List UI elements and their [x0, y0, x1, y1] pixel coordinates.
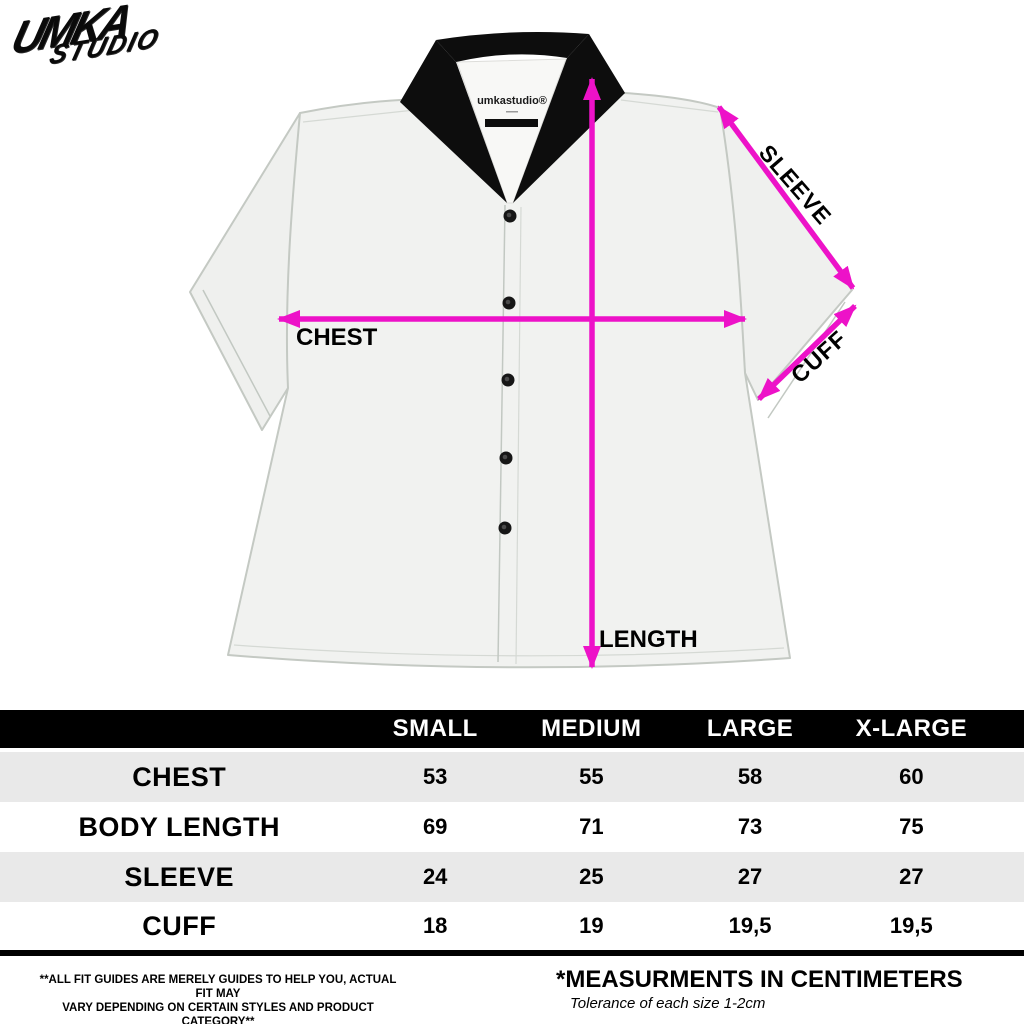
header-large: LARGE	[706, 715, 794, 742]
cell-value: 60	[899, 764, 924, 789]
length-measure-label: LENGTH	[599, 626, 698, 653]
cell-value: 55	[579, 764, 604, 789]
neck-tag-small-print	[506, 111, 518, 113]
collar	[400, 32, 625, 203]
footer-divider-line	[0, 950, 1024, 956]
cell-value: 75	[899, 814, 924, 839]
cell-value: 58	[737, 764, 763, 789]
units-note: *MEASURMENTS IN CENTIMETERS Tolerance of…	[556, 966, 963, 1012]
size-table-header: SMALL MEDIUM LARGE X-LARGE	[0, 710, 1024, 748]
table-row-chest: CHEST 53 55 58 60	[0, 752, 1024, 802]
left-sleeve	[189, 112, 301, 431]
cell-value: 71	[579, 814, 604, 839]
cell-value: 25	[579, 864, 604, 889]
header-medium: MEDIUM	[541, 715, 642, 742]
row-label: BODY LENGTH	[78, 811, 280, 842]
row-label: CUFF	[142, 910, 217, 941]
buttons	[498, 209, 517, 535]
fit-guide-note-line2: VARY DEPENDING ON CERTAIN STYLES AND PRO…	[62, 1002, 374, 1024]
placket	[497, 204, 522, 665]
table-row-sleeve: SLEEVE 24 25 27 27	[0, 852, 1024, 902]
cell-value: 69	[422, 814, 448, 839]
sleeve-arrow	[716, 105, 856, 290]
chest-measure-label: CHEST	[296, 324, 378, 351]
cell-value: 53	[422, 764, 448, 789]
cell-value: 24	[422, 864, 448, 889]
row-label: SLEEVE	[124, 861, 234, 892]
cell-value: 27	[899, 864, 924, 889]
size-table: SMALL MEDIUM LARGE X-LARGE CHEST 53 55 5…	[0, 710, 1024, 950]
header-small: SMALL	[392, 715, 478, 742]
cell-value: 19,5	[889, 913, 933, 938]
cell-value: 27	[737, 864, 763, 889]
units-note-title: *MEASURMENTS IN CENTIMETERS	[556, 966, 963, 993]
cell-value: 73	[737, 814, 763, 839]
fit-guide-note: **ALL FIT GUIDES ARE MERELY GUIDES TO HE…	[38, 973, 398, 1024]
header-xlarge: X-LARGE	[855, 715, 968, 742]
cuff-arrow	[757, 304, 857, 401]
cell-value: 19,5	[728, 913, 772, 938]
units-note-subtitle: Tolerance of each size 1-2cm	[570, 995, 766, 1012]
table-row-body-length: BODY LENGTH 69 71 73 75	[0, 802, 1024, 852]
shirt-measurement-diagram: umkastudio®	[189, 32, 857, 669]
table-row-cuff: CUFF 18 19 19,5 19,5	[0, 902, 1024, 950]
cell-value: 18	[422, 913, 448, 938]
cell-value: 19	[579, 913, 604, 938]
neck-inner-panel: umkastudio®	[456, 58, 567, 204]
row-label: CHEST	[132, 761, 227, 792]
neck-tag-bar	[485, 119, 538, 127]
neck-tag-brand: umkastudio®	[477, 95, 547, 107]
fit-guide-note-line1: **ALL FIT GUIDES ARE MERELY GUIDES TO HE…	[39, 974, 397, 1000]
